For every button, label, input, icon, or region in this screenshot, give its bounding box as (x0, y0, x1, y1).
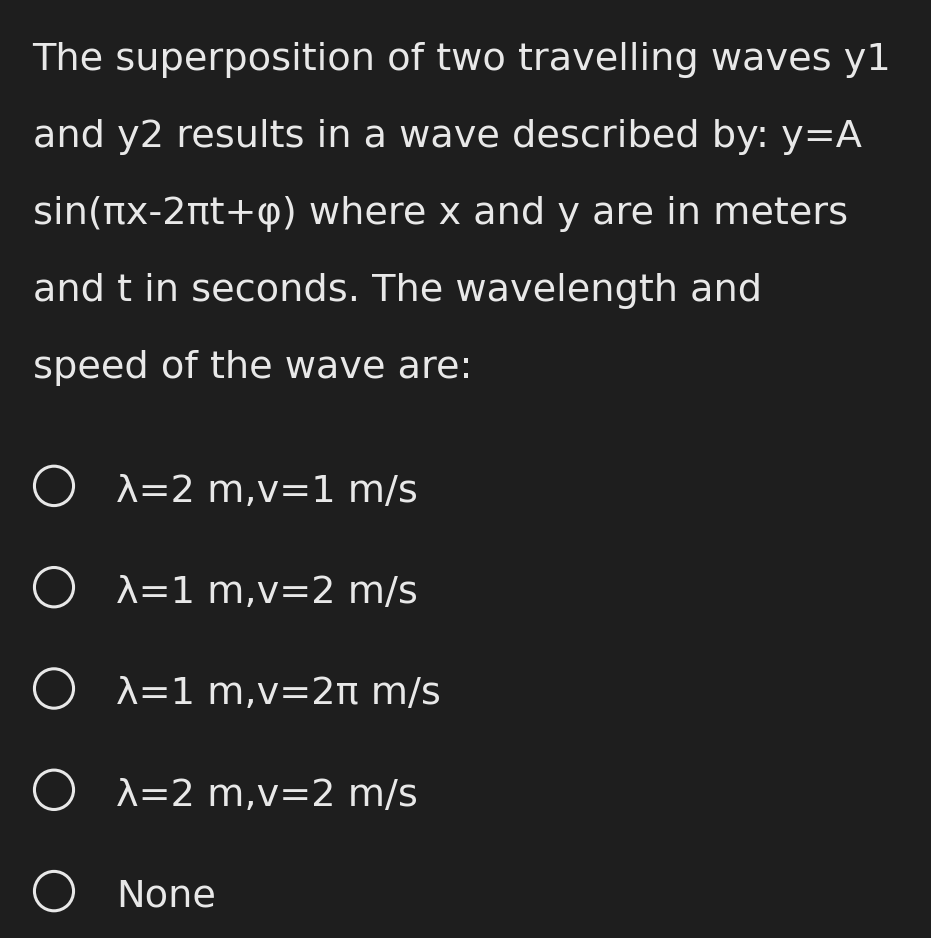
Text: λ=1 m,v=2 m/s: λ=1 m,v=2 m/s (116, 575, 418, 611)
Text: speed of the wave are:: speed of the wave are: (33, 350, 472, 386)
Text: λ=2 m,v=2 m/s: λ=2 m,v=2 m/s (116, 778, 418, 813)
Text: sin(πx-2πt+φ) where x and y are in meters: sin(πx-2πt+φ) where x and y are in meter… (33, 196, 848, 232)
Text: λ=1 m,v=2π m/s: λ=1 m,v=2π m/s (116, 676, 441, 712)
Text: and t in seconds. The wavelength and: and t in seconds. The wavelength and (33, 273, 762, 309)
Text: The superposition of two travelling waves y1: The superposition of two travelling wave… (33, 42, 891, 78)
Text: λ=2 m,v=1 m/s: λ=2 m,v=1 m/s (116, 474, 418, 509)
Text: None: None (116, 879, 216, 915)
Text: and y2 results in a wave described by: y=A: and y2 results in a wave described by: y… (33, 119, 861, 155)
